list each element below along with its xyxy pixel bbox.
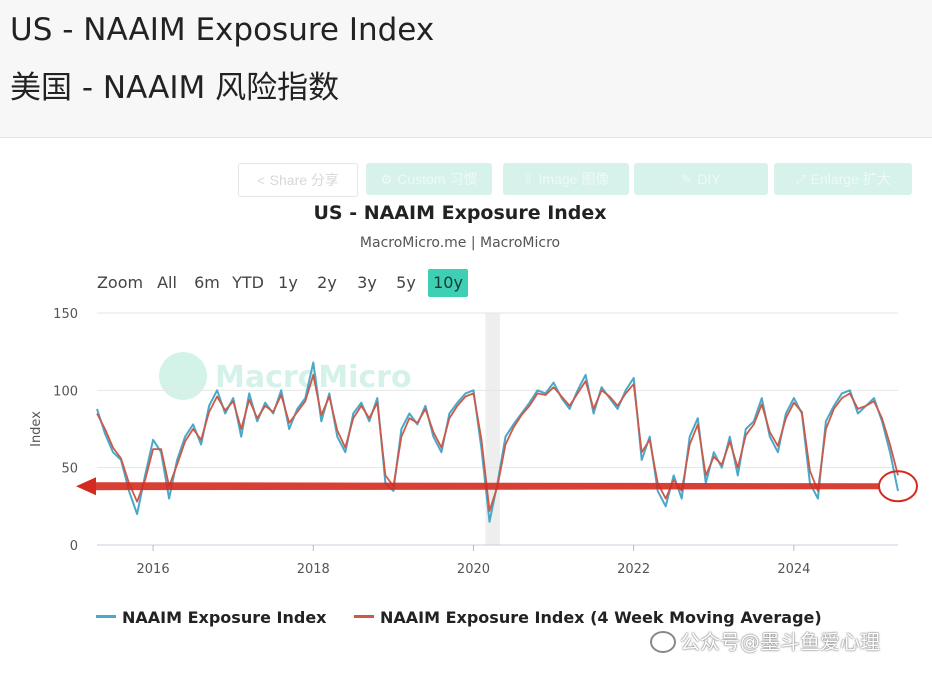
legend-swatch [354,615,374,618]
diy-button[interactable]: ✎ DIY [634,163,768,195]
x-tick-label: 2018 [297,562,330,577]
custom-button[interactable]: ⚙ Custom 习惯 [366,163,492,195]
y-tick-label: 0 [70,539,78,554]
wechat-icon [650,630,676,653]
y-tick-label: 50 [61,462,78,477]
zoom-5y[interactable]: 5y [396,273,416,292]
legend-item-series1[interactable]: NAAIM Exposure Index [96,606,327,630]
zoom-1y[interactable]: 1y [278,273,298,292]
x-tick-label: 2024 [777,562,810,577]
enlarge-button[interactable]: ⤢ Enlarge 扩大 [774,163,912,195]
macromicro-logo-icon [159,352,207,400]
image-button[interactable]: ⇩ Image 图像 [503,163,629,195]
zoom-6m[interactable]: 6m [194,273,220,292]
zoom-label: Zoom [96,273,144,292]
pencil-icon: ✎ [681,172,693,187]
share-icon: < [257,173,265,188]
annotation-circle [878,470,918,503]
annotation-arrow-shaft [92,482,880,491]
page-header: US - NAAIM Exposure Index 美国 - NAAIM 风险指… [0,0,932,138]
x-tick-label: 2022 [617,562,650,577]
x-tick-label: 2020 [457,562,490,577]
expand-icon: ⤢ [795,172,806,187]
legend-swatch [96,615,116,618]
page-title-cn: 美国 - NAAIM 风险指数 [10,70,340,106]
x-tick-label: 2016 [137,562,170,577]
zoom-10y[interactable]: 10y [428,269,468,297]
y-axis-label: Index [29,411,44,447]
y-tick-label: 100 [53,384,78,399]
y-tick-label: 150 [53,307,78,322]
zoom-all[interactable]: All [157,273,177,292]
download-icon: ⇩ [522,172,534,187]
share-button[interactable]: < Share 分享 [238,163,358,197]
page-title-en: US - NAAIM Exposure Index [10,12,435,48]
chart-subtitle: MacroMicro.me | MacroMicro [359,235,561,251]
zoom-3y[interactable]: 3y [357,273,377,292]
legend-item-series2[interactable]: NAAIM Exposure Index (4 Week Moving Aver… [354,606,822,630]
footer-watermark: 公众号@墨斗鱼爱心理 [650,626,880,655]
chart-title: US - NAAIM Exposure Index [313,202,607,224]
zoom-2y[interactable]: 2y [317,273,337,292]
zoom-ytd[interactable]: YTD [232,273,264,292]
gear-icon: ⚙ [380,172,393,187]
annotation-arrow-head [76,477,96,496]
